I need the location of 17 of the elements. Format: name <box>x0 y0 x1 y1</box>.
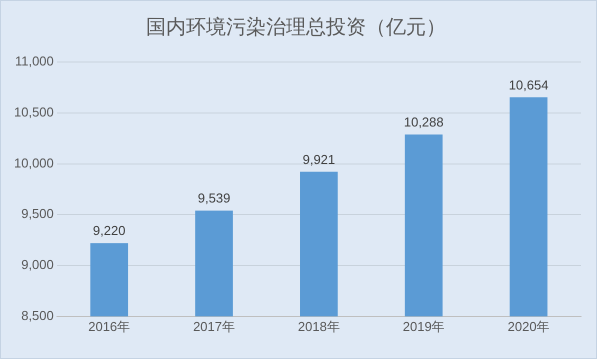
x-tick-label: 2017年 <box>193 318 235 334</box>
data-label: 9,921 <box>302 152 336 167</box>
x-tick-label: 2019年 <box>402 318 445 334</box>
y-tick-label: 8,500 <box>21 308 54 323</box>
data-label: 9,539 <box>198 190 230 206</box>
data-label: 10,288 <box>404 114 444 130</box>
chart-title: 国内环境污染治理总投资（亿元） <box>146 16 446 39</box>
x-tick-label: 2018年 <box>298 318 340 334</box>
y-tick-label: 10,000 <box>14 155 54 170</box>
y-tick-label: 10,500 <box>14 104 54 120</box>
x-tick-label: 2020年 <box>508 318 550 334</box>
x-tick-label: 2016年 <box>88 318 130 334</box>
data-label: 10,654 <box>508 77 548 92</box>
data-label: 9,220 <box>92 223 126 238</box>
y-tick-label: 9,000 <box>21 257 54 272</box>
y-tick-label: 9,500 <box>21 206 54 222</box>
y-tick-label: 11,000 <box>14 54 54 69</box>
